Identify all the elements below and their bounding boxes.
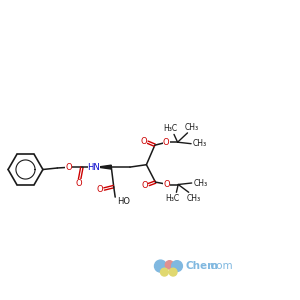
Text: HN: HN [88, 163, 100, 172]
Circle shape [154, 260, 166, 272]
Text: O: O [163, 138, 169, 147]
Text: H₃C: H₃C [165, 194, 179, 203]
Text: CH₃: CH₃ [185, 123, 199, 132]
Text: Chem: Chem [186, 261, 219, 271]
Text: O: O [97, 184, 103, 194]
Text: O: O [76, 179, 82, 188]
Text: O: O [141, 181, 148, 190]
Text: CH₃: CH₃ [193, 139, 207, 148]
Text: CH₃: CH₃ [186, 194, 200, 203]
Circle shape [165, 261, 174, 269]
Polygon shape [98, 165, 111, 169]
Text: H₃C: H₃C [163, 124, 178, 133]
Circle shape [169, 268, 177, 276]
Circle shape [172, 261, 182, 272]
Text: CH₃: CH₃ [194, 178, 208, 188]
Text: HO: HO [117, 197, 130, 206]
Text: O: O [164, 180, 170, 189]
Text: .com: .com [208, 261, 233, 271]
Text: O: O [140, 137, 147, 146]
Circle shape [160, 268, 168, 276]
Text: O: O [65, 163, 72, 172]
